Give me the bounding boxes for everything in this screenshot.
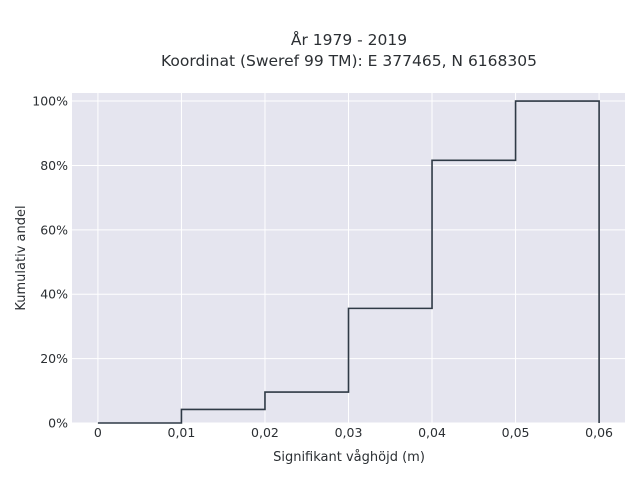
y-tick-label: 100% (32, 94, 68, 109)
chart-title-line-1: År 1979 - 2019 (291, 30, 407, 49)
y-axis-label: Kumulativ andel (14, 205, 29, 310)
x-tick-label: 0,06 (585, 425, 613, 440)
y-tick-label: 0% (48, 416, 68, 431)
y-tick-label: 80% (40, 158, 68, 173)
x-tick-label: 0,01 (168, 425, 196, 440)
y-tick-labels: 0% 20% 40% 60% 80% 100% (32, 94, 68, 431)
y-tick-label: 40% (40, 287, 68, 302)
x-tick-labels: 0 0,01 0,02 0,03 0,04 0,05 0,06 (94, 425, 613, 440)
x-axis-label: Signifikant våghöjd (m) (273, 450, 425, 465)
y-tick-label: 60% (40, 222, 68, 237)
x-tick-label: 0,02 (251, 425, 279, 440)
chart-title-line-2: Koordinat (Sweref 99 TM): E 377465, N 61… (161, 52, 537, 70)
x-tick-label: 0,04 (418, 425, 446, 440)
x-tick-label: 0,05 (502, 425, 530, 440)
y-tick-label: 20% (40, 351, 68, 366)
x-tick-label: 0 (94, 425, 102, 440)
cumulative-step-line (97, 100, 600, 424)
x-tick-label: 0,03 (335, 425, 363, 440)
